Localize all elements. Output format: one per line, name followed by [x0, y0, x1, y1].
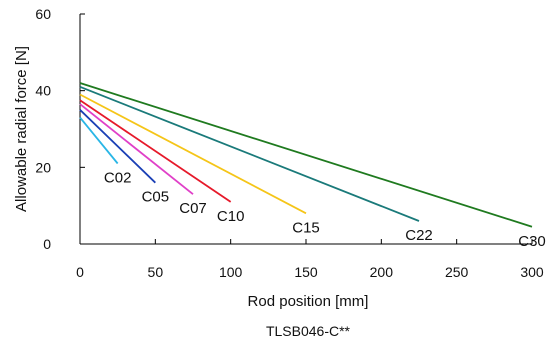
series-label-c30: C30 [518, 233, 546, 250]
x-tick-label: 0 [76, 264, 84, 280]
series-line-c05 [79, 109, 156, 184]
y-tick-label: 0 [43, 236, 51, 252]
series-label-c15: C15 [292, 219, 320, 236]
x-tick-label: 250 [445, 264, 469, 280]
series-line-c02 [79, 116, 119, 165]
series-lines [79, 82, 533, 228]
x-tick-label: 200 [370, 264, 394, 280]
x-tick-label: 150 [294, 264, 318, 280]
x-tick-label: 300 [520, 264, 544, 280]
x-tick-label: 100 [219, 264, 243, 280]
series-label-c07: C07 [179, 200, 207, 217]
x-tick-label: 50 [148, 264, 164, 280]
y-tick-label: 40 [35, 83, 51, 99]
y-tick-label: 20 [35, 159, 51, 175]
series-label-c05: C05 [142, 189, 170, 206]
series-line-c07 [79, 103, 194, 195]
y-ticks: 0 20 40 60 [35, 6, 85, 252]
y-tick-label: 60 [35, 6, 51, 22]
series-labels: C02 C05 C07 C10 C15 C22 C30 [104, 170, 546, 250]
y-axis-title: Allowable radial force [N] [13, 46, 30, 212]
series-line-c22 [79, 85, 420, 222]
series-label-c10: C10 [217, 208, 245, 225]
series-line-c30 [79, 82, 533, 228]
x-axis-title: Rod position [mm] [248, 293, 369, 310]
series-label-c02: C02 [104, 170, 132, 187]
chart-caption: TLSB046-C** [266, 323, 351, 339]
series-line-c10 [79, 99, 232, 203]
series-line-c15 [79, 93, 307, 215]
x-ticks: 0 50 100 150 200 250 300 [76, 239, 544, 280]
series-label-c22: C22 [405, 227, 433, 244]
